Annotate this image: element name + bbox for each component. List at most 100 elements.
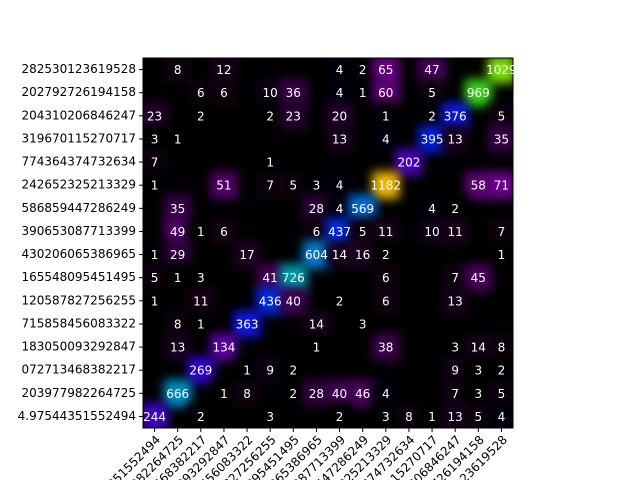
heat-cell [487,402,513,428]
heat-cell [164,125,192,153]
y-tick-label: 183050093292847 [21,340,136,354]
heat-cell [349,310,377,338]
cell-label: 23 [147,109,162,123]
heat-cell [441,402,469,428]
cell-label: 4 [336,63,344,77]
heat-cell [302,217,330,245]
cell-label: 7 [151,156,159,170]
heat-cell [326,241,354,269]
cell-label: 2 [428,109,436,123]
heat-cell [210,79,238,107]
cell-label: 4 [382,132,390,146]
heat-cell [372,171,400,199]
heat-cell [487,356,513,384]
heat-cell [441,264,469,292]
heat-cell [464,171,492,199]
y-tick-label: 202792726194158 [21,85,136,99]
cell-label: 4 [336,202,344,216]
heat-cell [187,287,215,315]
cell-label: 14 [332,248,347,262]
cell-label: 71 [494,179,509,193]
cell-label: 28 [309,202,324,216]
heat-cell [210,217,238,245]
heat-cell [164,379,192,407]
cell-label: 6 [313,225,321,239]
cell-label: 14 [309,317,324,331]
cell-label: 49 [170,225,185,239]
cell-label: 35 [494,132,509,146]
y-tick-label: 204310206846247 [21,108,136,122]
cell-label: 13 [448,132,463,146]
cell-label: 5 [474,410,482,424]
cell-label: 60 [378,86,393,100]
cell-label: 16 [355,248,370,262]
cell-label: 2 [289,387,297,401]
heat-cell [279,356,307,384]
heatmap-cells [143,58,513,428]
heat-cell [256,148,284,176]
heat-cell [256,102,284,130]
heat-cell [349,241,377,269]
cell-label: 2 [197,410,205,424]
heat-cell [326,194,354,222]
heat-cell [164,310,192,338]
cell-label: 7 [451,271,459,285]
cell-label: 3 [382,410,390,424]
heat-cell [372,287,400,315]
heat-cell [326,171,354,199]
heat-cell [187,356,215,384]
heat-cell [256,264,284,292]
cell-label: 436 [259,294,282,308]
cell-label: 8 [174,63,182,77]
cell-label: 5 [359,225,367,239]
cell-label: 2 [197,109,205,123]
heat-cell [187,102,215,130]
heat-cell [372,264,400,292]
cell-label: 11 [193,294,208,308]
heat-cell [326,102,354,130]
cell-label: 17 [239,248,254,262]
heat-cell [487,58,513,84]
heat-cell [302,310,330,338]
heat-cell [487,241,513,269]
heat-cell [326,125,354,153]
cell-label: 3 [313,179,321,193]
heat-cell [187,264,215,292]
heat-cell [302,333,330,361]
heat-cell [464,356,492,384]
heat-cell [143,287,169,315]
cell-label: 1 [498,248,506,262]
y-tick-label: 203977982264725 [21,386,136,400]
heat-cell [464,79,492,107]
cell-label: 13 [170,341,185,355]
y-tick-label: 774364374732634 [21,155,136,169]
cell-label: 28 [309,387,324,401]
cell-label: 1 [197,317,205,331]
heat-cell [487,102,513,130]
heat-cell [441,217,469,245]
heat-cell [302,379,330,407]
cell-label: 1 [313,341,321,355]
heat-cell [279,171,307,199]
cell-label: 3 [359,317,367,331]
heat-cell [418,194,446,222]
cell-label: 2 [266,109,274,123]
heat-cell [441,333,469,361]
heat-cell [233,356,261,384]
cell-label: 45 [471,271,486,285]
heat-cell [302,194,330,222]
cell-label: 14 [471,341,486,355]
heat-cell [256,79,284,107]
heat-cell [372,79,400,107]
cell-label: 35 [170,202,185,216]
heat-cell [349,58,377,84]
cell-label: 6 [197,86,205,100]
heat-cell [187,402,215,428]
cell-label: 2 [498,364,506,378]
plot-frame [142,57,514,429]
cell-label: 40 [332,387,347,401]
heat-cell [143,264,169,292]
heat-cell [441,102,469,130]
heat-cell [349,79,377,107]
